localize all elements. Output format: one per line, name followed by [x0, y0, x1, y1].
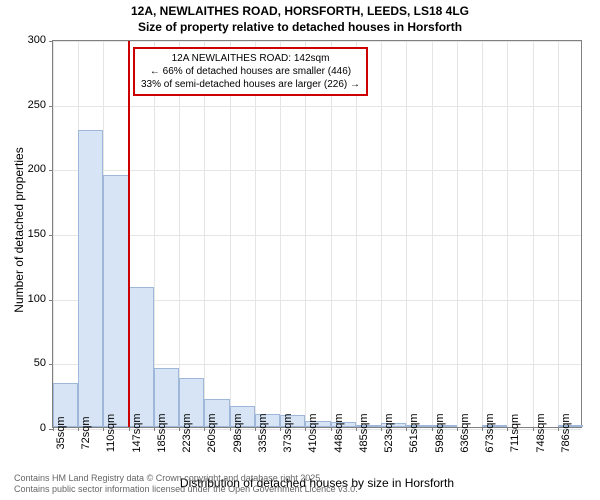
- histogram-bar: [78, 130, 103, 427]
- tick-mark-x: [154, 427, 155, 431]
- histogram-bar: [103, 175, 128, 427]
- x-tick-label: 523sqm: [383, 413, 395, 452]
- x-tick-label: 110sqm: [105, 414, 117, 452]
- grid-line-v: [179, 41, 180, 427]
- grid-line-v: [356, 41, 357, 427]
- x-tick-label: 410sqm: [307, 413, 319, 452]
- y-tick-label: 0: [40, 422, 46, 434]
- y-tick-label: 100: [28, 293, 46, 305]
- annotation-line2: ← 66% of detached houses are smaller (44…: [141, 65, 360, 78]
- x-tick-label: 223sqm: [181, 413, 193, 452]
- x-tick-label: 748sqm: [535, 413, 547, 452]
- tick-mark-x: [533, 427, 534, 431]
- chart-title-sub: Size of property relative to detached ho…: [0, 20, 600, 34]
- x-tick-label: 373sqm: [282, 413, 294, 452]
- annotation-box: 12A NEWLAITHES ROAD: 142sqm← 66% of deta…: [133, 47, 368, 96]
- tick-mark-x: [331, 427, 332, 431]
- tick-mark-x: [381, 427, 382, 431]
- y-tick-label: 200: [28, 163, 46, 175]
- plot-area: 35sqm72sqm110sqm147sqm185sqm223sqm260sqm…: [52, 40, 582, 428]
- chart-title-main: 12A, NEWLAITHES ROAD, HORSFORTH, LEEDS, …: [0, 4, 600, 18]
- grid-line-v: [432, 41, 433, 427]
- y-tick-label: 50: [34, 357, 46, 369]
- grid-line-h: [53, 41, 581, 42]
- annotation-line3: 33% of semi-detached houses are larger (…: [141, 78, 360, 91]
- marker-line: [128, 41, 130, 427]
- tick-mark-x: [280, 427, 281, 431]
- grid-line-v: [507, 41, 508, 427]
- x-tick-label: 448sqm: [333, 413, 345, 452]
- y-tick-label: 300: [28, 34, 46, 46]
- grid-line-h: [53, 170, 581, 171]
- x-tick-label: 673sqm: [484, 413, 496, 452]
- y-tick-label: 150: [28, 228, 46, 240]
- y-tick-label: 250: [28, 99, 46, 111]
- x-tick-label: 147sqm: [131, 413, 143, 452]
- x-tick-label: 260sqm: [206, 413, 218, 452]
- y-axis-label: Number of detached properties: [12, 147, 26, 312]
- grid-line-v: [331, 41, 332, 427]
- grid-line-v: [482, 41, 483, 427]
- x-tick-label: 298sqm: [232, 413, 244, 452]
- x-tick-label: 72sqm: [80, 416, 92, 449]
- footer-line1: Contains HM Land Registry data © Crown c…: [14, 473, 358, 485]
- footer-text: Contains HM Land Registry data © Crown c…: [14, 473, 358, 496]
- tick-mark-x: [457, 427, 458, 431]
- grid-line-v: [381, 41, 382, 427]
- x-tick-label: 786sqm: [560, 413, 572, 452]
- grid-line-v: [406, 41, 407, 427]
- tick-mark-x: [53, 427, 54, 431]
- tick-mark-x: [356, 427, 357, 431]
- grid-line-v: [280, 41, 281, 427]
- tick-mark-x: [129, 427, 130, 431]
- tick-mark-x: [558, 427, 559, 431]
- x-tick-label: 35sqm: [55, 416, 67, 449]
- annotation-line1: 12A NEWLAITHES ROAD: 142sqm: [141, 52, 360, 65]
- footer-line2: Contains public sector information licen…: [14, 484, 358, 496]
- x-tick-label: 636sqm: [459, 413, 471, 452]
- x-tick-label: 598sqm: [434, 413, 446, 452]
- grid-line-v: [457, 41, 458, 427]
- x-tick-label: 335sqm: [257, 413, 269, 452]
- grid-line-v: [230, 41, 231, 427]
- grid-line-v: [53, 41, 54, 427]
- tick-mark-x: [432, 427, 433, 431]
- tick-mark-x: [230, 427, 231, 431]
- x-tick-label: 711sqm: [509, 414, 521, 452]
- grid-line-v: [255, 41, 256, 427]
- grid-line-h: [53, 235, 581, 236]
- tick-mark-x: [482, 427, 483, 431]
- grid-line-v: [533, 41, 534, 427]
- grid-line-h: [53, 106, 581, 107]
- grid-line-v: [305, 41, 306, 427]
- grid-line-v: [558, 41, 559, 427]
- x-tick-label: 185sqm: [156, 413, 168, 452]
- x-tick-label: 561sqm: [408, 413, 420, 452]
- tick-mark-x: [255, 427, 256, 431]
- chart-container: 35sqm72sqm110sqm147sqm185sqm223sqm260sqm…: [52, 40, 582, 420]
- histogram-bar: [129, 287, 154, 427]
- grid-line-v: [204, 41, 205, 427]
- x-tick-label: 485sqm: [358, 413, 370, 452]
